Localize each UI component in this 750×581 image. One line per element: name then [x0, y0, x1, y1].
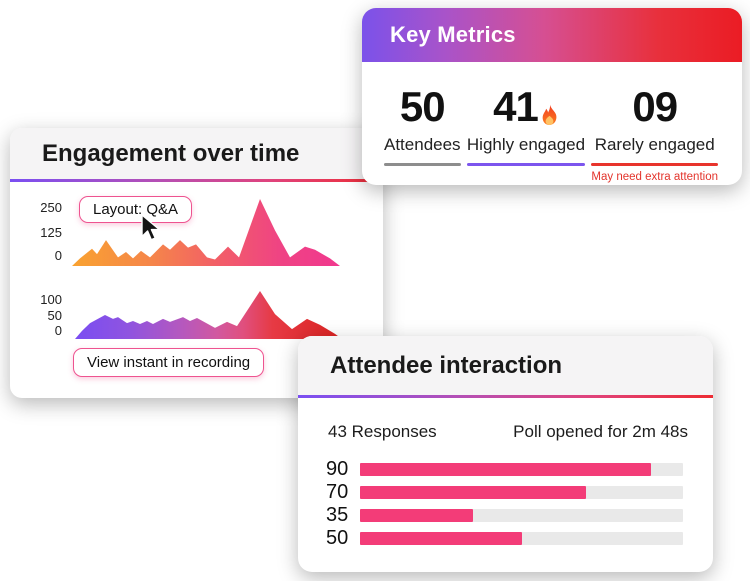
- bar-fill: [360, 532, 522, 545]
- engagement-card-title: Engagement over time: [42, 139, 300, 167]
- attendee-card-title: Attendee interaction: [330, 351, 563, 379]
- view-instant-in-recording-button[interactable]: View instant in recording: [73, 348, 265, 377]
- layout-qa-button[interactable]: Layout: Q&A: [79, 196, 193, 223]
- metric-highly-engaged: 41 Highly engaged: [466, 86, 586, 183]
- attendees-count: 50: [399, 83, 446, 130]
- y-tick: 100: [40, 292, 62, 307]
- engagement-card-header: Engagement over time: [10, 128, 383, 179]
- bar-value-label: 35: [326, 504, 349, 526]
- attendee-card-header: Attendee interaction: [298, 336, 713, 395]
- bar-track: [360, 509, 683, 522]
- poll-status: Poll opened for 2m 48s: [513, 422, 688, 441]
- bar-track: [360, 463, 683, 476]
- bar-value-label: 90: [326, 458, 349, 480]
- bar-row: 50: [326, 527, 683, 550]
- responses-row: 43 Responses Poll opened for 2m 48s: [298, 398, 713, 442]
- rarely-engaged-count: 09: [632, 83, 678, 130]
- responses-count: 43 Responses: [328, 422, 437, 441]
- gradient-divider: [298, 395, 713, 398]
- bar-row: 35: [326, 504, 683, 527]
- gradient-divider: [10, 179, 383, 182]
- poll-bars: 90 70 35 50: [298, 442, 713, 550]
- y-tick: 250: [40, 200, 62, 215]
- engagement-area-chart-top: [72, 199, 340, 266]
- bar-row: 70: [326, 481, 683, 504]
- bar-track: [360, 486, 683, 499]
- bar-fill: [360, 486, 587, 499]
- y-tick: 0: [54, 323, 62, 338]
- engagement-area-chart-bottom: [75, 291, 342, 339]
- y-tick: 0: [54, 248, 62, 263]
- attendees-label: Attendees: [384, 135, 461, 154]
- bar-fill: [360, 509, 474, 522]
- fire-icon: [542, 104, 557, 125]
- rarely-engaged-label: Rarely engaged: [594, 135, 715, 154]
- metric-attendees: 50 Attendees: [384, 86, 461, 183]
- bar-track: [360, 532, 683, 545]
- underline: [591, 163, 718, 166]
- attendee-interaction-card: Attendee interaction 43 Responses Poll o…: [298, 336, 713, 572]
- bar-fill: [360, 463, 651, 476]
- bar-value-label: 70: [326, 481, 349, 503]
- y-tick: 50: [47, 308, 62, 323]
- bar-row: 90: [326, 458, 683, 481]
- cursor-icon: [141, 214, 161, 241]
- y-tick: 125: [40, 225, 62, 240]
- highly-engaged-count: 41: [493, 86, 559, 128]
- metrics-row: 50 Attendees 41: [362, 62, 742, 183]
- metric-rarely-engaged: 09 Rarely engaged May need extra attenti…: [591, 86, 718, 183]
- key-metrics-title: Key Metrics: [390, 22, 516, 47]
- engagement-over-time-card: Engagement over time 250 125 0 100 50 0: [10, 128, 383, 398]
- bar-value-label: 50: [326, 527, 349, 549]
- underline: [466, 163, 586, 166]
- key-metrics-header: Key Metrics: [362, 8, 742, 62]
- highly-engaged-label: Highly engaged: [466, 135, 586, 154]
- key-metrics-card: Key Metrics 50 Attendees 41: [362, 8, 742, 185]
- underline: [384, 163, 461, 166]
- rarely-engaged-note: May need extra attention: [591, 171, 718, 183]
